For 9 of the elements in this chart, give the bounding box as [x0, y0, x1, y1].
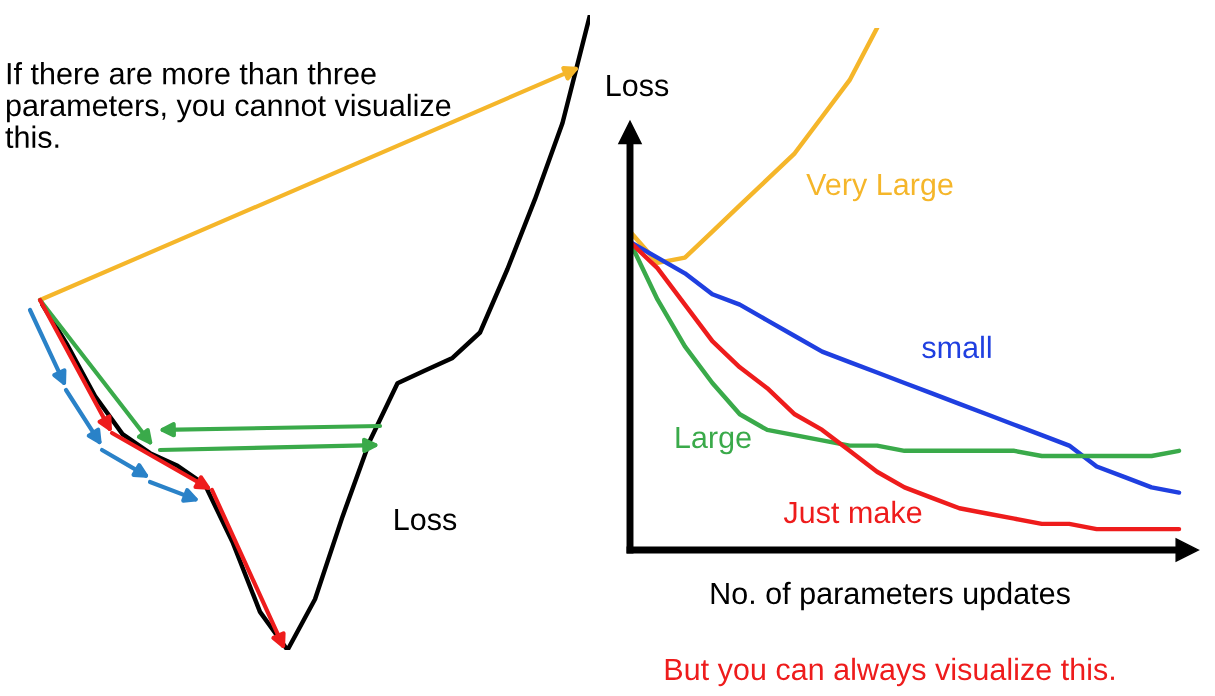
series-label: small — [922, 335, 991, 359]
text: But you can always visualize this. — [665, 657, 1114, 687]
series-label: Very Large — [806, 173, 953, 202]
series-label: Just make — [783, 500, 922, 524]
series-label: Loss — [395, 508, 457, 531]
x-axis-title: No. of parameters updates — [711, 581, 1070, 611]
y-axis-title: Loss — [607, 74, 669, 97]
series-label: Large — [676, 426, 751, 455]
annotation: If there are more than three parameters, you cannot visualize this. — [5, 62, 451, 149]
